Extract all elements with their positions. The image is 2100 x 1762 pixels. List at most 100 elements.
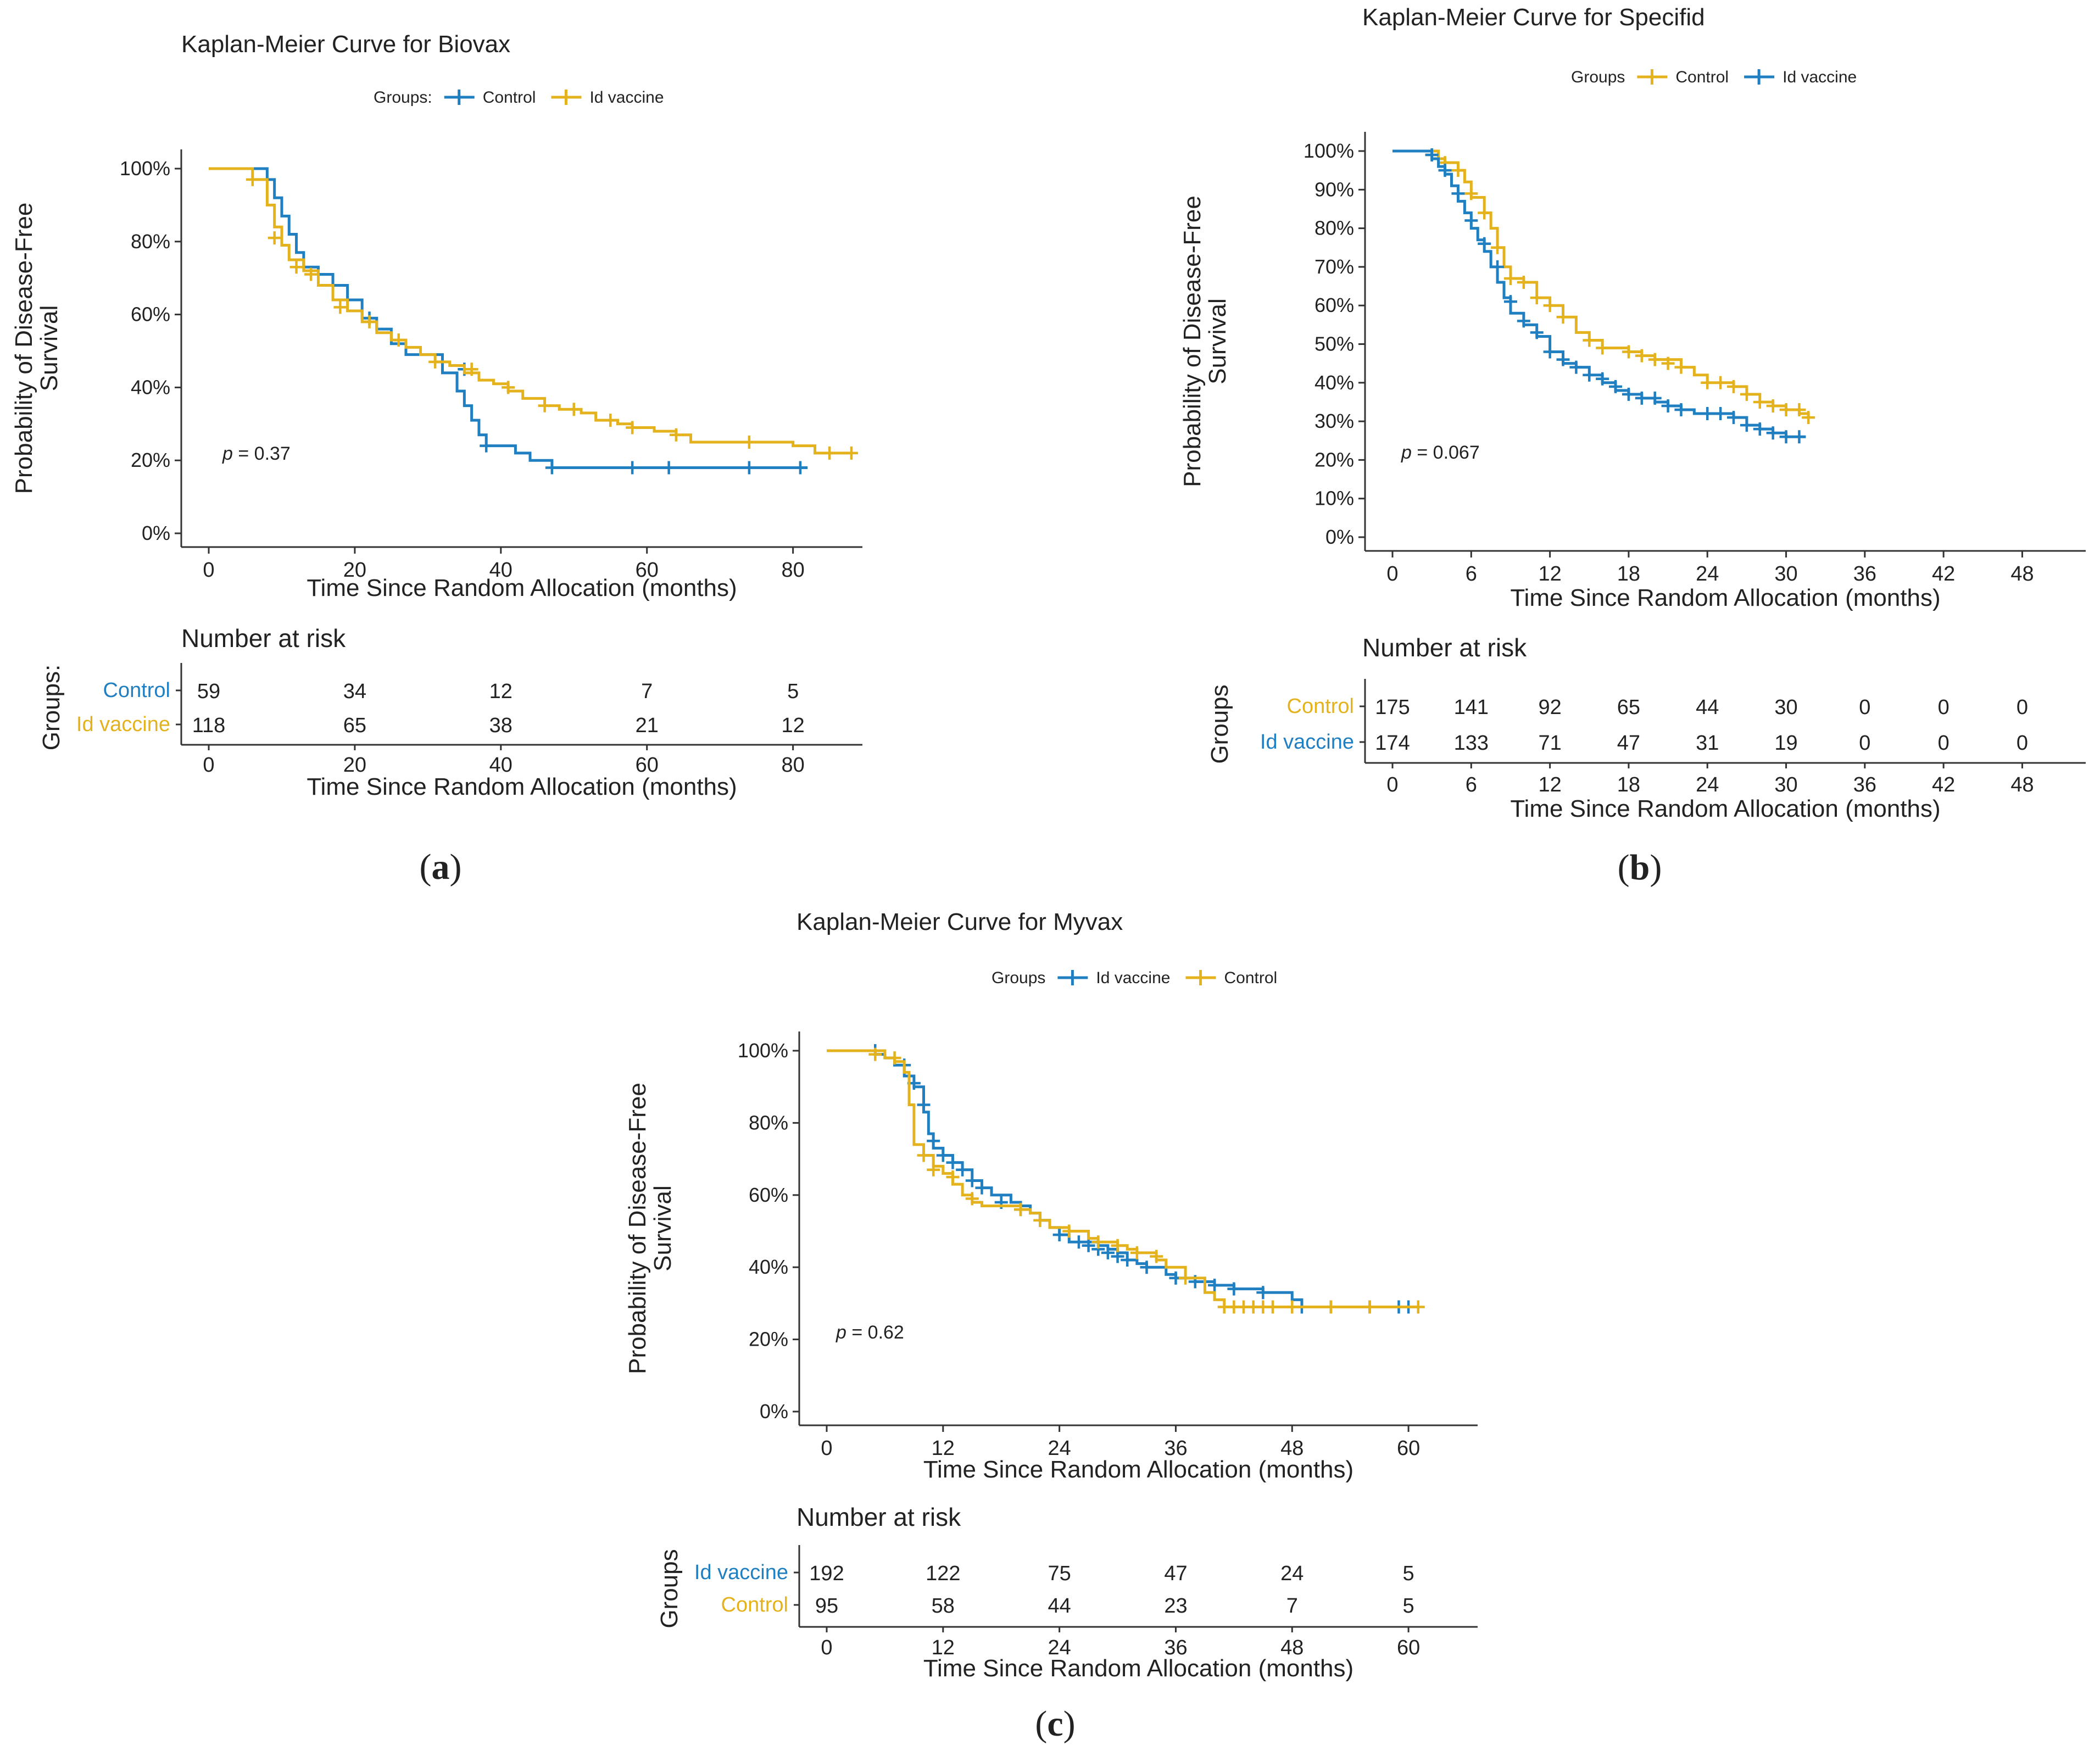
risk-x-tick-label: 80 — [781, 754, 804, 777]
censor-mark-id-vaccine — [1072, 1235, 1085, 1249]
y-axis-label: Probability of Disease-FreeSurvival — [624, 1083, 676, 1374]
risk-x-tick-label: 60 — [1397, 1636, 1420, 1659]
legend-title: Groups — [1571, 68, 1625, 86]
legend: Groups: Control Id vaccine — [374, 88, 664, 107]
x-tick-label: 6 — [1466, 562, 1477, 586]
risk-count: 12 — [781, 714, 804, 737]
legend: Groups Id vaccine Control — [991, 969, 1277, 987]
censor-mark-control — [1701, 376, 1714, 389]
censor-mark-id-vaccine — [1792, 430, 1806, 444]
y-tick-label: 20% — [1314, 448, 1354, 471]
risk-count: 141 — [1454, 696, 1489, 719]
risk-table-title: Number at risk — [1362, 633, 1527, 662]
x-tick-label: 60 — [636, 559, 659, 582]
censor-mark-id-vaccine — [1674, 403, 1688, 417]
censor-mark-control — [1111, 1239, 1124, 1252]
censor-mark-id-vaccine — [956, 1163, 970, 1176]
risk-count: 19 — [1774, 732, 1797, 755]
y-tick-label: 30% — [1314, 410, 1354, 432]
risk-x-tick-label: 48 — [1280, 1636, 1304, 1659]
censor-mark-control — [1714, 376, 1728, 389]
censor-mark-control — [1517, 276, 1530, 289]
p-value-text: = 0.067 — [1412, 442, 1480, 463]
y-tick-label: 20% — [749, 1328, 788, 1351]
risk-x-tick-label: 36 — [1853, 773, 1876, 796]
y-axis-label-line: Survival — [1204, 298, 1231, 384]
censor-mark-control — [1091, 1235, 1105, 1249]
x-tick-label: 80 — [781, 559, 804, 582]
censor-mark-control — [1727, 380, 1740, 393]
censor-mark-control — [1266, 1300, 1279, 1314]
censor-mark-control — [1033, 1213, 1047, 1227]
x-axis-label: Time Since Random Allocation (months) — [307, 575, 737, 601]
censor-mark-control — [1363, 1300, 1377, 1314]
censor-mark-control — [965, 1192, 979, 1206]
risk-x-tick-label: 12 — [932, 1636, 955, 1659]
censor-mark-control — [793, 461, 807, 475]
x-tick-label: 30 — [1774, 562, 1797, 586]
risk-x-tick-label: 0 — [821, 1636, 832, 1659]
risk-x-tick-label: 24 — [1696, 773, 1719, 796]
p-value-label: p = 0.62 — [835, 1322, 904, 1343]
censor-mark-control — [1622, 345, 1635, 359]
censor-mark-id-vaccine — [1530, 326, 1544, 339]
panel-label-open-paren: ( — [1618, 847, 1630, 888]
survival-curve-id-vaccine — [827, 1049, 1418, 1308]
y-axis-label: Probability of Disease-FreeSurvival — [1179, 196, 1231, 487]
censor-mark-control — [1556, 310, 1570, 324]
risk-count: 0 — [1938, 696, 1949, 719]
risk-x-tick-label: 20 — [343, 754, 366, 777]
censor-mark-id-vaccine — [1779, 430, 1793, 444]
risk-group-label-control: Control — [721, 1593, 789, 1616]
legend-label-control: Control — [1675, 68, 1729, 86]
censor-mark-control — [1583, 333, 1596, 347]
censor-mark-control — [1464, 187, 1478, 200]
p-value-label: p = 0.067 — [1401, 442, 1480, 463]
censor-mark-id-vaccine — [1503, 295, 1517, 309]
risk-group-label-id-vaccine: Id vaccine — [694, 1561, 788, 1584]
risk-group-label-id-vaccine: Id vaccine — [76, 713, 170, 736]
censor-mark-id-vaccine — [304, 267, 318, 281]
legend-title: Groups — [991, 969, 1045, 987]
censor-mark-id-vaccine — [1438, 164, 1452, 177]
y-axis-label-line: Survival — [36, 305, 63, 392]
censor-mark-id-vaccine — [1740, 419, 1753, 432]
censor-mark-control — [1285, 1300, 1299, 1314]
censor-mark-id-vaccine — [1256, 1286, 1270, 1300]
risk-x-tick-label: 18 — [1617, 773, 1640, 796]
chart-title: Kaplan-Meier Curve for Biovax — [181, 31, 510, 58]
censor-mark-id-vaccine — [669, 428, 683, 442]
risk-table-y-label: Groups: — [38, 665, 65, 751]
km-panel-a: Kaplan-Meier Curve for Biovax Groups: Cont… — [10, 31, 862, 887]
risk-count: 24 — [1280, 1562, 1304, 1585]
censor-mark-id-vaccine — [845, 446, 858, 460]
censor-mark-id-vaccine — [1596, 372, 1609, 386]
censor-mark-id-vaccine — [1556, 353, 1570, 366]
survival-curve-control — [827, 1049, 1418, 1308]
y-axis-label-line: Probability of Disease-Free — [10, 203, 37, 494]
censor-mark-id-vaccine — [1661, 399, 1675, 412]
x-tick-label: 40 — [489, 559, 513, 582]
x-tick-label: 0 — [1386, 562, 1398, 586]
y-tick-label: 90% — [1314, 178, 1354, 200]
km-panel-c: Kaplan-Meier Curve for Myvax Groups Id vac… — [624, 908, 1478, 1744]
censor-mark-id-vaccine — [1648, 391, 1662, 405]
censor-mark-control — [1014, 1203, 1028, 1217]
y-tick-label: 40% — [1314, 371, 1354, 394]
x-tick-label: 60 — [1397, 1437, 1420, 1460]
p-value-symbol: p — [222, 443, 233, 464]
censor-mark-control — [1478, 206, 1491, 220]
survival-curve-id-vaccine — [209, 167, 851, 455]
y-tick-label: 100% — [120, 157, 170, 180]
chart-title: Kaplan-Meier Curve for Myvax — [796, 908, 1123, 935]
censor-mark-id-vaccine — [946, 1156, 960, 1169]
censor-mark-control — [1596, 341, 1609, 355]
risk-count: 59 — [197, 680, 220, 703]
censor-mark-id-vaccine — [1727, 411, 1740, 425]
censor-mark-control — [1802, 411, 1815, 425]
censor-mark-id-vaccine — [1451, 187, 1465, 200]
risk-table-y-label: Groups — [1206, 684, 1233, 763]
risk-x-tick-label: 42 — [1932, 773, 1955, 796]
y-tick-label: 0% — [142, 522, 170, 544]
survival-curve-control — [209, 167, 808, 469]
